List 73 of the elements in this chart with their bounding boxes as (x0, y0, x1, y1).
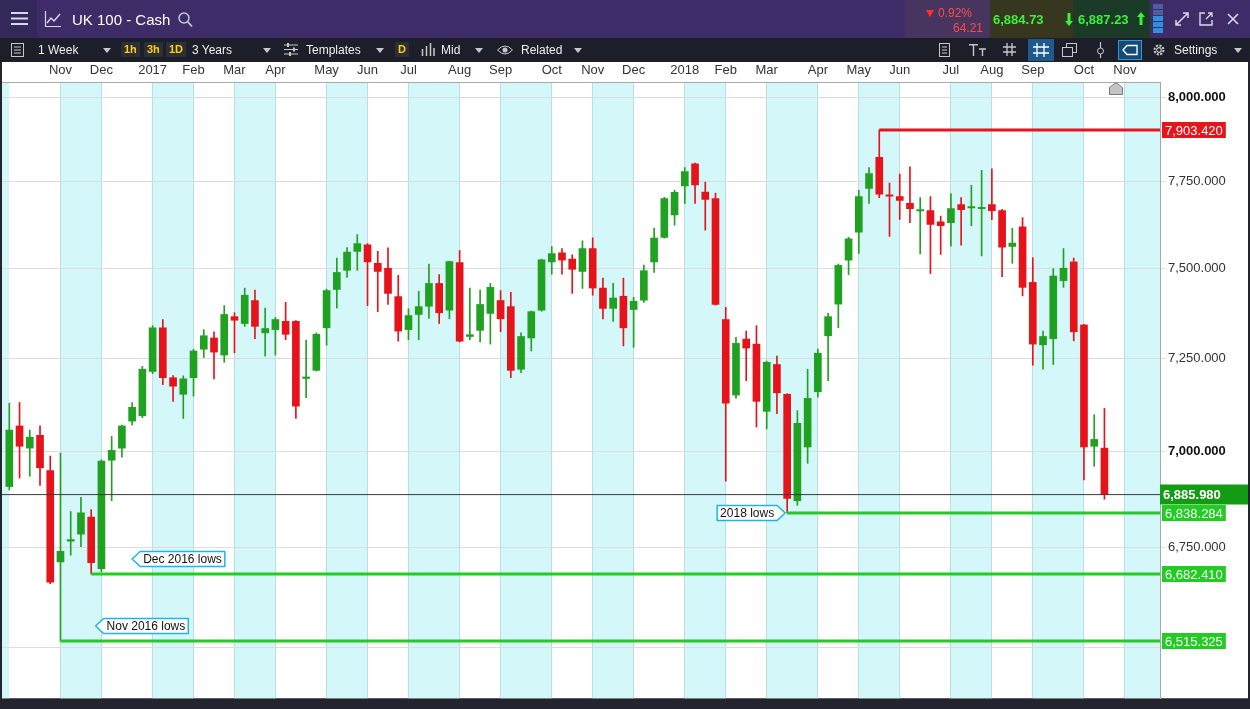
ref-line-label: 6,515.325 (1165, 633, 1223, 649)
text: Mid (441, 43, 461, 57)
candlestick (895, 173, 904, 220)
x-tick-label: Sep (489, 61, 513, 77)
candlestick (302, 339, 310, 398)
text: D (395, 42, 409, 57)
chart-title: UK 100 - Cash (72, 11, 171, 28)
y-tick-label: 7,500.000 (1168, 260, 1226, 276)
x-tick-label: Aug (448, 61, 472, 77)
annotation: Dec 2016 lows (143, 552, 222, 567)
candlestick (373, 251, 382, 312)
candlestick (936, 215, 945, 255)
candlestick (66, 511, 75, 556)
x-tick-label: Sep (1021, 61, 1045, 77)
x-tick-label: Aug (980, 61, 1004, 77)
y-tick-label: 7,000.000 (1168, 442, 1226, 458)
candlestick (988, 168, 996, 220)
ref-line-label: 6,838.284 (1165, 505, 1223, 521)
x-tick-label: 2018 (670, 61, 700, 77)
candlestick (1039, 330, 1047, 370)
candlestick (957, 197, 965, 246)
text: 64.21 (953, 21, 984, 35)
x-tick-label: Nov (48, 61, 73, 77)
x-tick-label: Nov (581, 61, 605, 77)
x-tick-label: 2017 (138, 61, 168, 77)
text: Related (521, 43, 563, 57)
text: Templates (306, 43, 361, 57)
text: 1 Week (38, 43, 79, 57)
text: 1h (121, 42, 140, 57)
ref-line-label: 7,903.420 (1165, 122, 1223, 138)
x-tick-label: Jun (357, 61, 379, 77)
text: 6,884.73 (993, 12, 1044, 27)
text: 1D (166, 42, 187, 57)
x-tick-label: Apr (265, 61, 287, 77)
candlestick (466, 287, 474, 341)
text: Settings (1174, 43, 1218, 57)
y-tick-label: 6,750.000 (1168, 538, 1226, 554)
candlestick (916, 197, 925, 255)
x-tick-label: Mar (755, 61, 779, 77)
candlestick (261, 307, 270, 357)
candlestick (414, 290, 423, 341)
ref-line-label: 6,885.980 (1163, 487, 1221, 503)
x-tick-label: Dec (89, 61, 114, 77)
x-tick-label: Oct (1073, 61, 1095, 77)
x-tick-label: Jun (889, 61, 911, 77)
y-tick-label: 8,000.000 (1168, 89, 1226, 105)
annotation: 2018 lows (720, 506, 775, 521)
y-tick-label: 7,750.000 (1168, 173, 1226, 189)
text: 0.92% (938, 6, 973, 20)
y-tick-label: 7,250.000 (1168, 349, 1226, 365)
x-tick-label: Dec (622, 61, 646, 77)
candlestick (1008, 228, 1017, 264)
ref-line-label: 6,682.410 (1165, 566, 1223, 582)
text: 3 Years (192, 43, 233, 57)
annotation: Nov 2016 lows (106, 619, 186, 634)
x-tick-label: May (314, 61, 340, 77)
x-tick-label: Apr (807, 61, 829, 77)
candlestick (25, 429, 34, 477)
x-tick-label: Mar (223, 61, 247, 77)
candlestick (906, 166, 914, 224)
x-tick-label: Jul (400, 61, 417, 77)
candlestick (701, 181, 710, 231)
x-tick-label: Jul (942, 61, 960, 77)
x-tick-label: Nov (1113, 61, 1137, 77)
candlestick (1090, 414, 1099, 467)
x-tick-label: Oct (541, 61, 563, 77)
text: 6,887.23 (1078, 12, 1129, 27)
x-tick-label: Feb (182, 61, 205, 77)
x-tick-label: May (846, 61, 872, 77)
x-tick-label: Feb (714, 61, 737, 77)
candlestick (353, 234, 362, 271)
candlestick (742, 330, 751, 381)
text: 3h (144, 42, 163, 57)
